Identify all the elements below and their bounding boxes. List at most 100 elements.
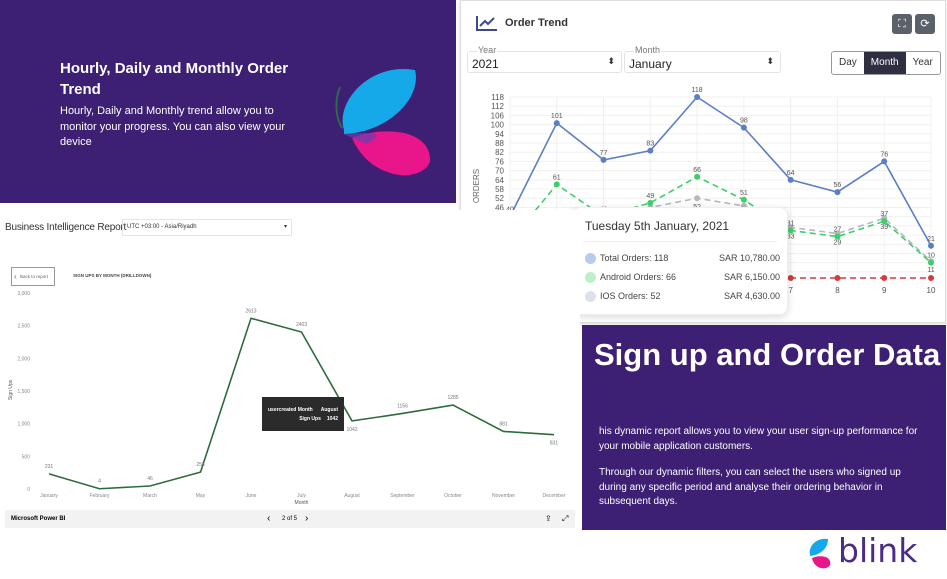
month-label: Month [634,45,662,55]
data-label: 831 [550,441,559,447]
tooltip-label: IOS Orders: 52 [600,291,661,301]
data-point [694,94,701,100]
y-tick-label: 70 [495,167,504,176]
y-tick-label: 2,500 [17,324,30,330]
data-label: 66 [693,167,701,174]
data-point [881,158,888,165]
data-label: 46 [147,476,153,482]
data-label: 33 [787,233,795,240]
y-tick-label: 106 [491,111,505,120]
tooltip-label: Android Orders: 66 [600,272,677,282]
share-icon[interactable]: ⇪ [545,514,552,523]
page-indicator: 2 of 5 [282,516,298,522]
next-page-icon[interactable]: › [305,513,309,524]
data-label: 49 [646,193,654,200]
data-label: 76 [880,151,888,158]
data-point [834,189,841,196]
x-tick-label: 9 [882,286,887,295]
power-bi-footer: Microsoft Power BI ‹ 2 of 5 › ⇪ ⤢ [5,510,575,528]
x-tick-label: November [492,493,515,499]
data-label: 51 [740,190,748,197]
signup-paragraph-2: Through our dynamic filters, you can sel… [599,467,901,507]
signup-panel: Sign up and Order Data his dynamic repor… [582,325,946,530]
data-point [928,242,934,249]
data-label: 2613 [245,308,256,314]
data-label: 64 [787,170,795,177]
expand-icon[interactable]: ⤢ [562,514,569,523]
data-label: 27 [834,227,842,234]
data-point [787,227,794,234]
data-label: 10 [927,253,935,260]
tooltip-key: usercreated Month [268,407,313,413]
x-tick-label: June [246,493,257,499]
brand-name: blink [838,531,918,570]
period-year-button[interactable]: Year [912,57,933,68]
tooltip-amount: SAR 4,630.00 [723,291,780,301]
x-tick-label: January [40,493,58,499]
data-label: 231 [45,464,54,470]
tooltip-amount: SAR 10,780.00 [718,253,780,263]
data-point [787,275,794,281]
tooltip-row-ios: IOS Orders: 52 SAR 4,630.00 [585,290,780,304]
data-point [787,176,794,183]
refresh-icon[interactable]: ⟳ [915,14,935,34]
signup-title: Sign up and Order Data [594,337,941,372]
data-label: 2403 [296,322,307,328]
tooltip-amount: SAR 6,150.00 [723,272,780,282]
data-label: 881 [499,421,508,427]
back-to-report-button[interactable]: ‹ Back to report [11,267,55,286]
period-month-button[interactable]: Month [863,52,906,74]
y-tick-label: 88 [495,139,504,148]
x-tick-label: May [196,493,206,499]
year-select[interactable]: Year 2021 ⬍ [467,45,622,73]
signups-chart: 0 500 1,000 1,500 2,000 2,500 3,000 Sign Ups Jan… [8,291,566,506]
data-label: 21 [927,236,935,243]
butterfly-logo-icon [335,68,431,176]
y-axis-label: Sign Ups [8,379,14,400]
period-day-button[interactable]: Day [839,57,857,68]
y-tick-label: 64 [495,176,504,185]
x-tick-label: 7 [788,286,793,295]
data-point [647,147,654,154]
data-label: 1156 [397,403,408,409]
chart-line-icon [476,16,497,31]
chevron-left-icon: ‹ [14,272,17,281]
data-label: 37 [880,211,888,218]
tooltip-key: Sign Ups [299,416,321,422]
data-label: 1042 [346,427,357,433]
month-select[interactable]: Month January ⬍ [624,45,781,73]
hero-panel: Hourly, Daily and Monthly Order Trend Ho… [0,0,456,203]
data-label: 31 [787,220,795,227]
data-point [834,233,841,240]
y-tick-label: 1,000 [17,422,30,428]
data-label: 1285 [447,395,458,401]
prev-page-icon[interactable]: ‹ [267,513,271,524]
y-tick-label: 46 [495,203,504,212]
hero-body: Hourly, Daily and Monthly trend allow yo… [60,105,286,148]
tooltip-label: Total Orders: 118 [600,253,669,263]
y-axis-label: ORDERS [472,169,481,203]
y-tick-label: 94 [495,130,504,139]
chevron-updown-icon: ⬍ [607,56,615,66]
butterfly-logo-icon [809,538,831,569]
x-tick-label: October [444,493,462,499]
y-tick-label: 2,000 [17,356,30,362]
series-line [48,317,555,490]
y-tick-label: 76 [495,157,504,166]
data-label: 61 [553,174,561,181]
data-label: 83 [646,141,654,148]
x-tick-label: December [542,493,565,499]
card-title: Order Trend [505,17,568,29]
fullscreen-icon[interactable]: ⛶ [892,14,912,34]
data-label: 11 [927,267,934,274]
x-axis-label: Month [295,500,309,506]
chevron-updown-icon: ⬍ [766,56,774,66]
y-tick-label: 82 [495,148,504,157]
tooltip-value: 1042 [326,416,338,422]
data-label: 101 [551,113,563,120]
timezone-select[interactable]: UTC +03:00 - Asia/Riyadh ▾ [122,219,292,236]
data-label: 56 [834,182,842,189]
power-bi-label: Microsoft Power BI [11,516,66,522]
x-tick-label: September [390,493,415,499]
data-point [600,156,607,163]
